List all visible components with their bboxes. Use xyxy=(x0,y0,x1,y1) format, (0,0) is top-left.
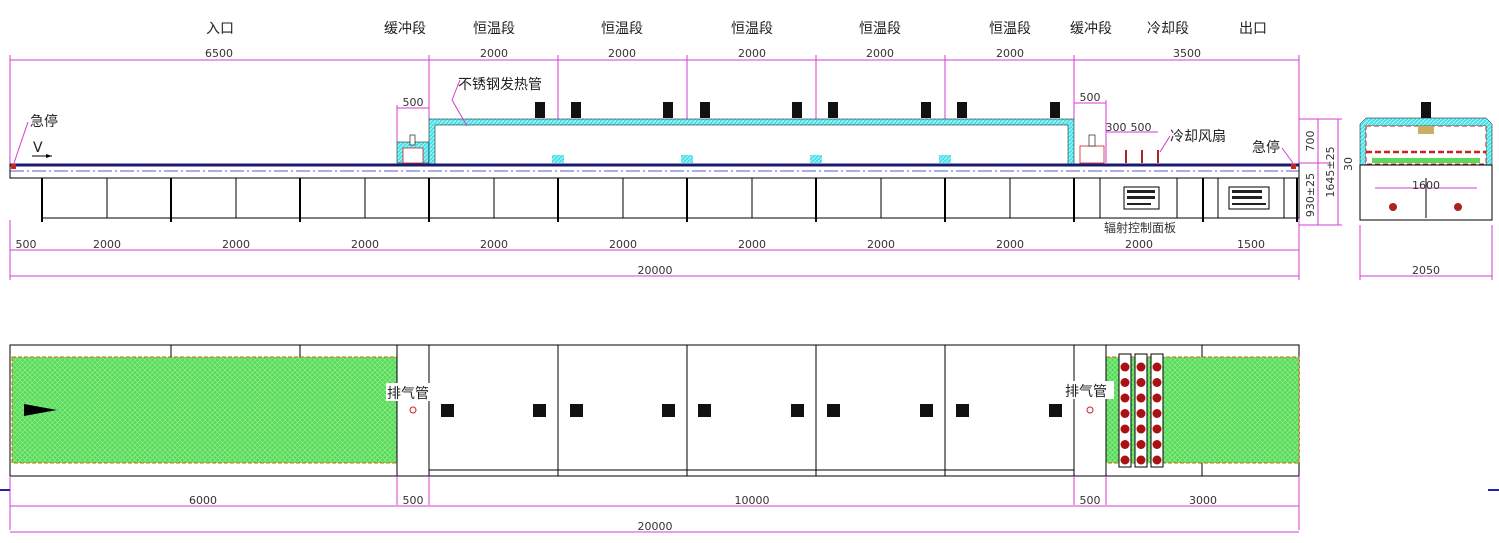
entry-belt xyxy=(11,356,398,464)
exhaust-label: 排气管 xyxy=(1065,384,1107,400)
fan-icon xyxy=(1152,440,1162,449)
dimension-text: 30 xyxy=(1342,157,1355,171)
cooling-fan-label: 冷却风扇 xyxy=(1170,129,1226,145)
fan-icon xyxy=(1152,455,1162,465)
emergency-stop-label: 急停 xyxy=(30,113,58,130)
dimension-text: 700 xyxy=(1304,131,1317,152)
dimension-text: 2000 xyxy=(996,238,1024,251)
fan-icon xyxy=(1152,424,1162,434)
dimension-text: 500 xyxy=(16,238,37,251)
fan-icon xyxy=(1136,409,1146,418)
fan-icon xyxy=(1136,393,1146,403)
dimension-text: 6000 xyxy=(189,494,217,507)
dimension-text: 1600 xyxy=(1412,179,1440,192)
fan-icon xyxy=(1136,424,1146,434)
dimension-text: 2000 xyxy=(1125,238,1153,251)
fan-icon xyxy=(1136,362,1146,372)
dimension-text: 2000 xyxy=(609,238,637,251)
dimension-text: 1645±25 xyxy=(1324,146,1337,197)
end-view: 1600 30 2050 xyxy=(1342,102,1493,280)
heater-tube-label: 不锈钢发热管 xyxy=(458,77,542,93)
heating-chamber xyxy=(428,118,1075,166)
bottom-dimensions: 500 2000 2000 2000 2000 2000 2000 2000 2… xyxy=(9,220,1299,280)
total-length: 20000 xyxy=(638,264,673,277)
section-label: 出口 xyxy=(1239,21,1267,37)
fan-icon xyxy=(1120,440,1130,449)
section-label: 缓冲段 xyxy=(1070,21,1112,37)
dimension-text: 2000 xyxy=(480,238,508,251)
fan-icon xyxy=(1136,378,1146,387)
motors xyxy=(535,102,1060,118)
fan-icon xyxy=(1120,362,1130,372)
plan-view: 排气管 排气管 6000 500 10000 500 3000 20000 xyxy=(0,344,1499,533)
fan-icon xyxy=(1136,440,1146,449)
dimension-text: 2000 xyxy=(738,47,766,60)
fan-icon xyxy=(1152,393,1162,403)
section-label: 恒温段 xyxy=(731,21,773,37)
fan-icon xyxy=(1136,455,1146,465)
section-labels: 入口 缓冲段 恒温段 恒温段 恒温段 恒温段 恒温段 缓冲段 冷却段 出口 xyxy=(206,21,1267,37)
dimension-text: 2000 xyxy=(351,238,379,251)
dimension-text: 2050 xyxy=(1412,264,1440,277)
emergency-stop-label: 急停 xyxy=(1252,139,1280,156)
fan-icon xyxy=(1120,393,1130,403)
fan-icon xyxy=(1120,424,1130,434)
fan-icon xyxy=(1152,409,1162,418)
section-label: 恒温段 xyxy=(859,21,901,37)
fan-icon xyxy=(1152,362,1162,372)
fan-icon xyxy=(1120,455,1130,465)
plan-total-length: 20000 xyxy=(638,520,673,533)
dimension-text: 3000 xyxy=(1189,494,1217,507)
section-label: 入口 xyxy=(206,21,234,37)
control-panels xyxy=(1123,186,1270,210)
dimension-text: 500 xyxy=(403,494,424,507)
cooling-fans xyxy=(1125,150,1159,163)
dimension-text: 500 xyxy=(403,96,424,109)
section-label: 恒温段 xyxy=(601,21,643,37)
exhaust-vents xyxy=(441,404,1062,417)
control-panel-label: 辐射控制面板 xyxy=(1104,220,1176,235)
dimension-text: 2000 xyxy=(480,47,508,60)
dimension-text: 2000 xyxy=(738,238,766,251)
dimension-text: 2000 xyxy=(867,238,895,251)
dimension-text: 930±25 xyxy=(1304,173,1317,217)
dimension-text: 3500 xyxy=(1173,47,1201,60)
section-label: 恒温段 xyxy=(473,21,515,37)
section-label: 缓冲段 xyxy=(384,21,426,37)
direction-arrow-icon xyxy=(24,404,57,416)
section-label: 恒温段 xyxy=(989,21,1031,37)
dimension-text: 500 xyxy=(1080,91,1101,104)
side-elevation: 500 不锈钢发热管 500 300 500 冷却风扇 辐射控制面板 xyxy=(9,77,1342,235)
dimension-text: 2000 xyxy=(866,47,894,60)
dimension-text: 500 xyxy=(1131,121,1152,134)
dimension-text: 2000 xyxy=(996,47,1024,60)
fan-icon xyxy=(1120,409,1130,418)
section-label: 冷却段 xyxy=(1147,21,1189,37)
dimension-text: 10000 xyxy=(735,494,770,507)
dimension-text: 6500 xyxy=(205,47,233,60)
dimension-text: 2000 xyxy=(93,238,121,251)
fan-icon xyxy=(1152,378,1162,387)
dimension-text: 1500 xyxy=(1237,238,1265,251)
dimension-text: 2000 xyxy=(608,47,636,60)
dimension-text: 300 xyxy=(1106,121,1127,134)
fan-icon xyxy=(1120,378,1130,387)
dimension-text: 2000 xyxy=(222,238,250,251)
top-dimensions: 6500 2000 2000 2000 2000 2000 3500 xyxy=(9,47,1300,280)
dimension-text: 500 xyxy=(1080,494,1101,507)
fan-strips xyxy=(1118,353,1164,468)
exhaust-label: 排气管 xyxy=(387,386,429,402)
speed-label: V xyxy=(33,140,43,156)
